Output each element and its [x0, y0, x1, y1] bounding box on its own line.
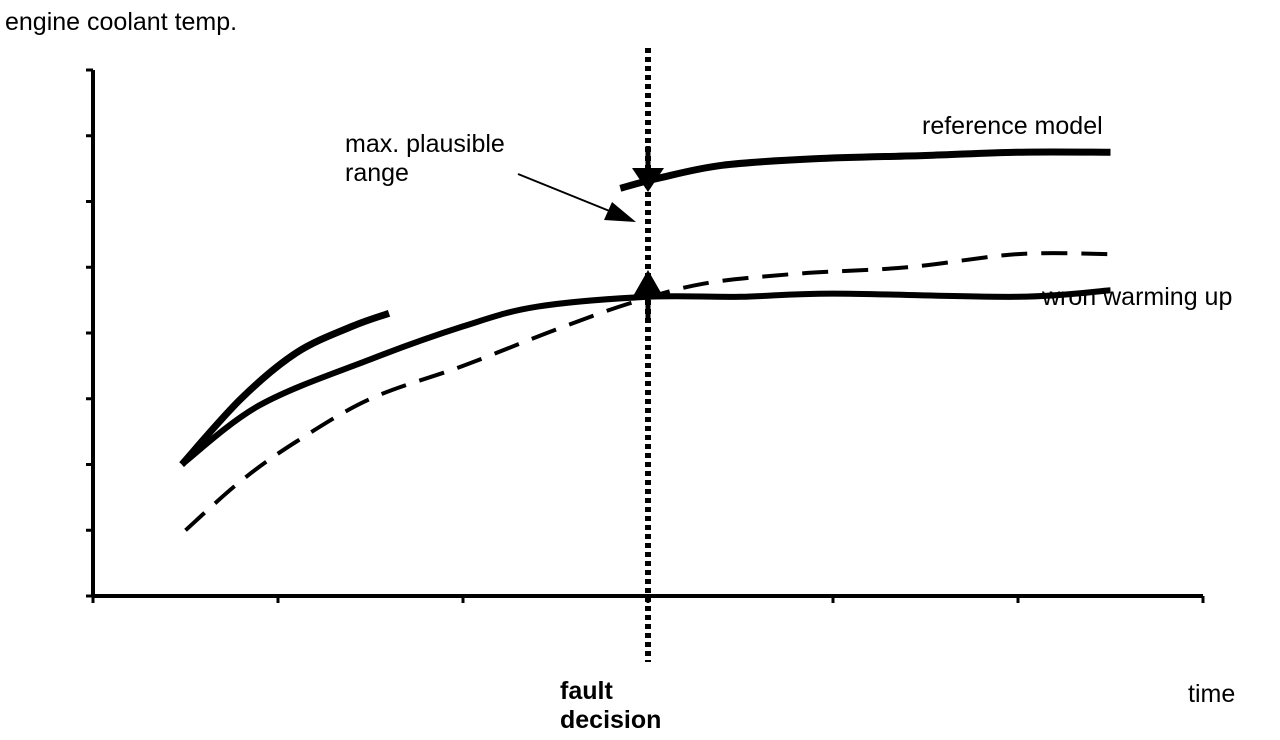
- range-pointer-line: [517, 173, 613, 213]
- series-line-1-segment-2: [619, 148, 1111, 192]
- series-line-3-segment-1: [184, 251, 1111, 532]
- series-line-2-segment-1: [179, 287, 1111, 467]
- y-axis-label: engine coolant temp.: [5, 8, 238, 36]
- series-group: [179, 148, 1111, 532]
- series-line-1-segment-1: [179, 309, 391, 467]
- axes: [86, 68, 1205, 603]
- x-axis-label: time: [1188, 680, 1236, 708]
- range-pointer-head: [604, 202, 636, 222]
- fault-decision-overlay: [517, 48, 664, 662]
- series-a-label: reference model: [922, 112, 1103, 140]
- range-arrow-up-head: [632, 270, 664, 298]
- range-annotation: max. plausible range: [345, 130, 505, 187]
- range-arrow-down-head: [632, 168, 664, 192]
- series-b-label: wron warming up: [1042, 283, 1233, 311]
- fault-decision-label: fault decision: [560, 677, 662, 734]
